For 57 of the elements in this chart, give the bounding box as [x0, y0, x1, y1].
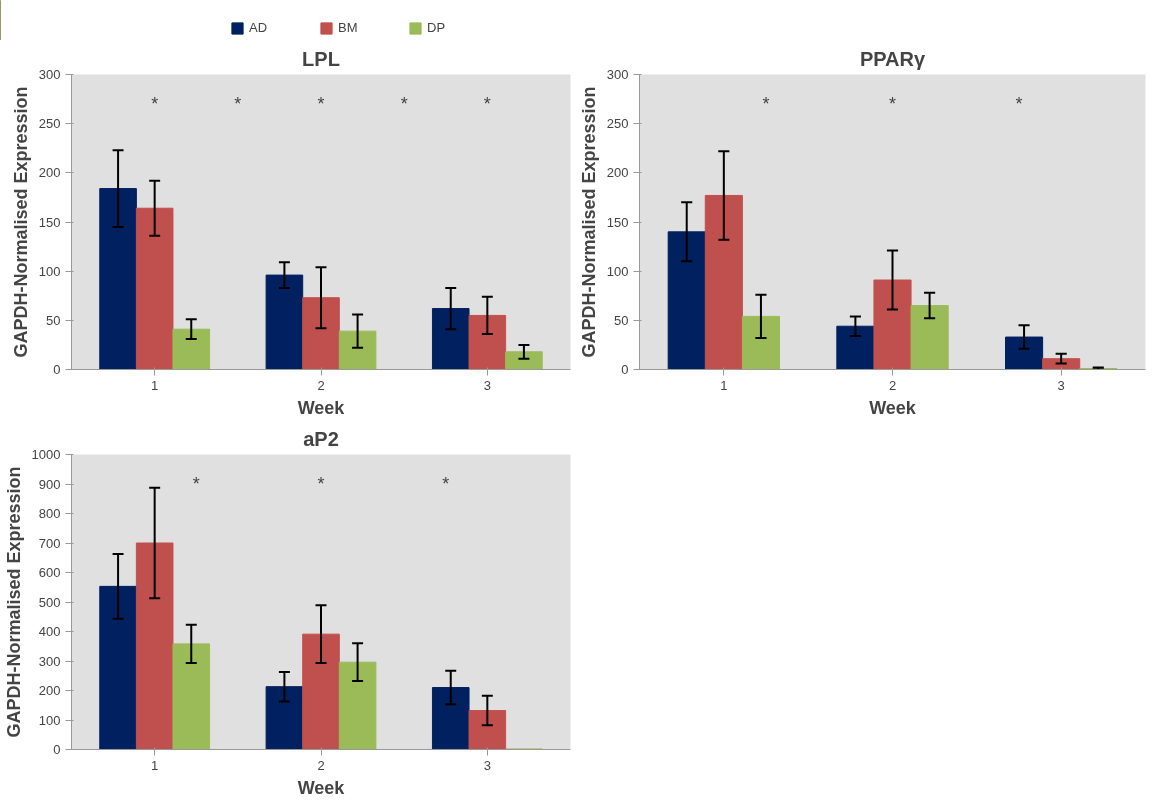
- x-tick-label: 1: [151, 377, 159, 393]
- y-tick-label: 250: [38, 116, 61, 132]
- y-tick-label: 0: [53, 362, 61, 377]
- x-tick-label: 3: [483, 757, 491, 773]
- y-tick-label: 100: [38, 263, 61, 279]
- y-tick-label: 50: [614, 312, 629, 328]
- x-tick-label: 2: [317, 757, 325, 773]
- y-tick-label: 400: [38, 624, 61, 639]
- y-tick-label: 100: [606, 263, 629, 279]
- y-tick-label: 250: [606, 116, 629, 132]
- annotation: *: [317, 94, 325, 114]
- y-axis-title: GAPDH-Normalised Expression: [578, 86, 599, 358]
- chart-title: LPL: [302, 47, 340, 70]
- annotation: *: [192, 474, 200, 494]
- x-tick-label: 1: [151, 757, 159, 773]
- y-tick-label: 50: [46, 312, 61, 328]
- y-axis-title: GAPDH-Normalised Expression: [10, 86, 31, 358]
- x-tick-label: 1: [720, 377, 728, 393]
- annotation: *: [889, 94, 897, 114]
- y-tick-label: 300: [38, 67, 61, 82]
- y-tick-label: 900: [38, 476, 61, 492]
- legend-label: DP: [427, 20, 447, 35]
- annotation: *: [317, 474, 325, 494]
- y-tick-label: 800: [38, 506, 61, 521]
- x-axis-title: Week: [297, 397, 346, 418]
- x-tick-label: 2: [317, 377, 325, 393]
- y-tick-label: 300: [38, 653, 61, 669]
- x-tick-label: 3: [1057, 377, 1065, 393]
- x-tick-label: 2: [888, 377, 897, 393]
- chart-title: PPARγ: [859, 47, 926, 70]
- chart-title: aP2: [303, 427, 339, 450]
- y-tick-label: 1000: [31, 447, 61, 462]
- x-axis-title: Week: [297, 777, 346, 798]
- x-tick-label: 3: [483, 377, 491, 393]
- y-axis-title: GAPDH-Normalised Expression: [3, 466, 24, 738]
- y-tick-label: 150: [38, 214, 61, 230]
- y-tick-label: 200: [38, 683, 61, 698]
- y-tick-label: 100: [38, 712, 61, 728]
- y-tick-label: 200: [606, 165, 629, 181]
- annotation: *: [762, 94, 770, 114]
- annotation: *: [1015, 94, 1023, 114]
- annotation: *: [400, 94, 408, 114]
- legend-label: BM: [338, 20, 358, 35]
- y-tick-label: 700: [38, 535, 61, 551]
- annotation: *: [442, 474, 450, 494]
- y-tick-label: 200: [38, 165, 61, 181]
- annotation: *: [151, 94, 159, 114]
- y-tick-label: 0: [621, 362, 629, 377]
- annotation: *: [234, 94, 242, 114]
- y-tick-label: 0: [53, 742, 61, 757]
- y-tick-label: 600: [38, 565, 61, 580]
- annotation: *: [483, 94, 491, 114]
- y-tick-label: 300: [606, 67, 629, 82]
- legend-label: AD: [249, 20, 269, 35]
- y-tick-label: 150: [606, 214, 629, 230]
- x-axis-title: Week: [869, 397, 917, 418]
- y-tick-label: 500: [38, 594, 61, 610]
